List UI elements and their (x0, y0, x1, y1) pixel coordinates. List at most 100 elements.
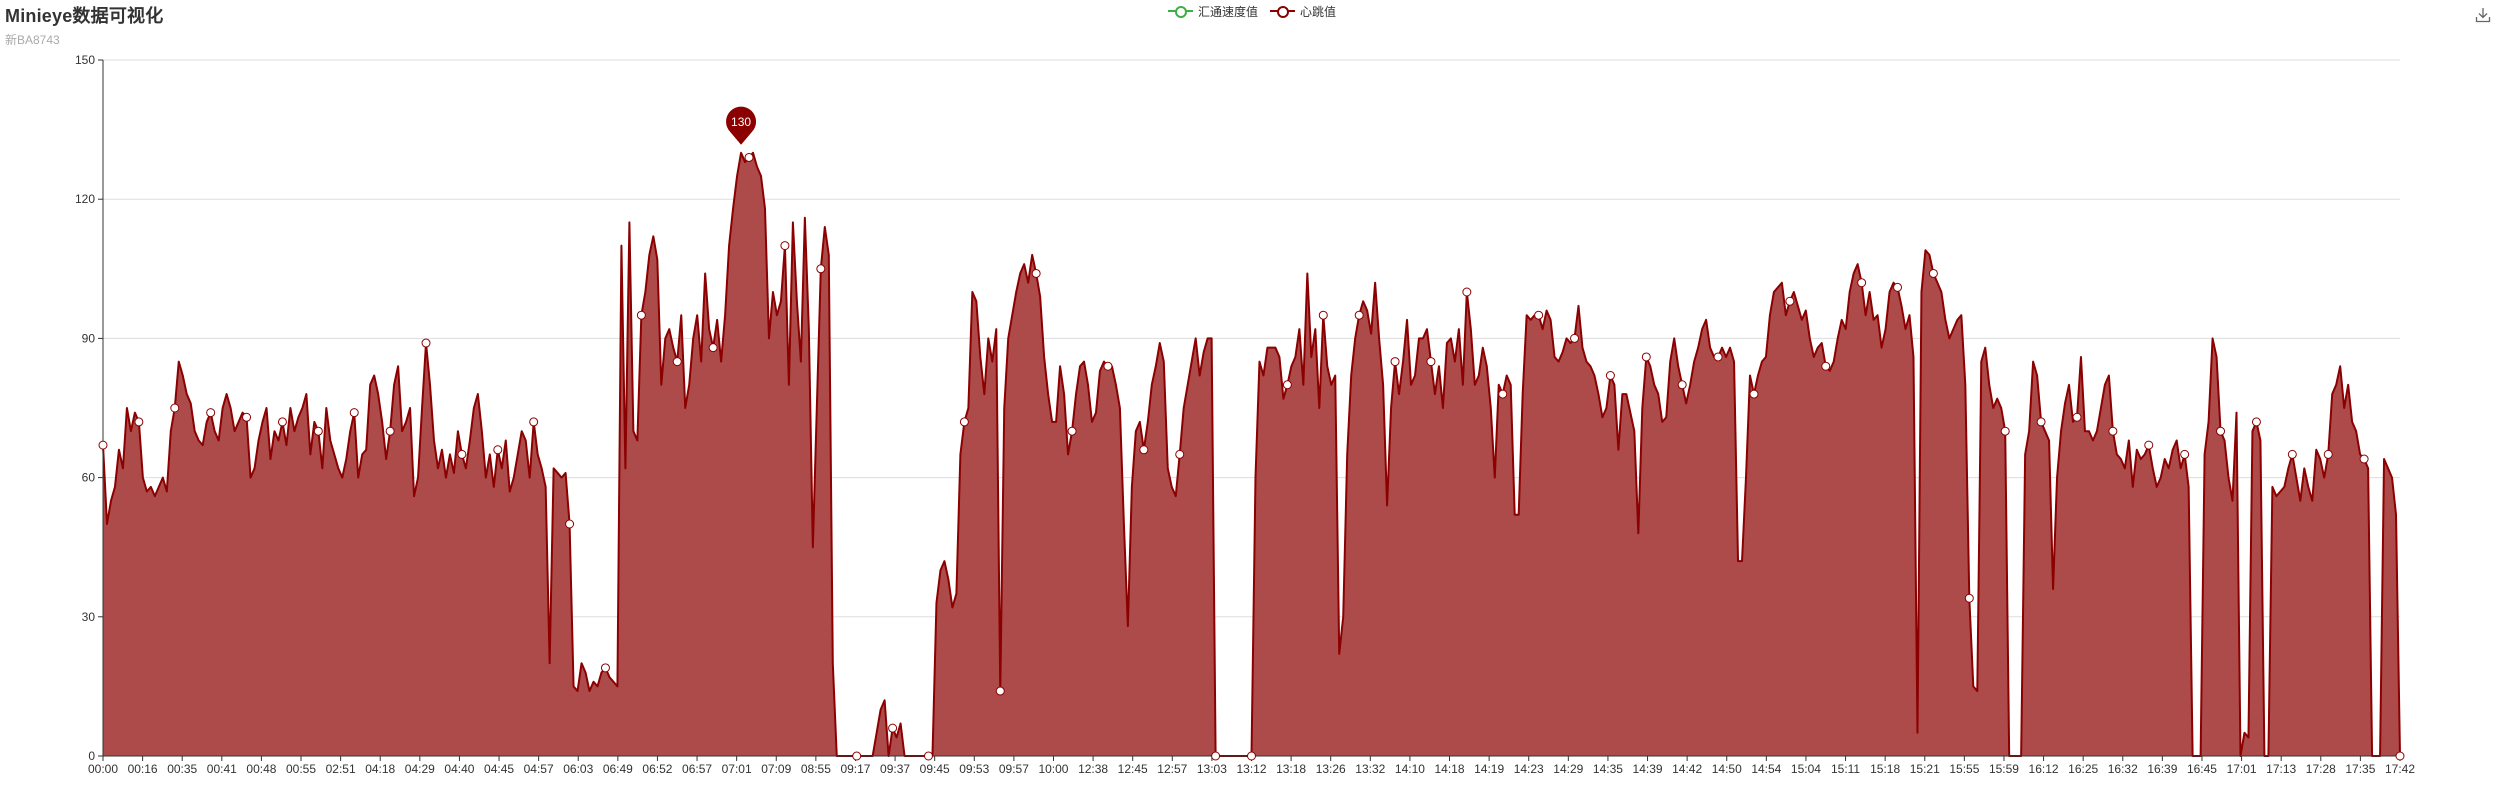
x-tick-label: 09:17 (840, 762, 870, 776)
x-tick-label: 04:45 (484, 762, 514, 776)
data-point (672, 357, 682, 367)
data-point (708, 343, 718, 353)
x-tick-label: 14:10 (1395, 762, 1425, 776)
data-point (744, 152, 754, 162)
x-tick-label: 16:12 (2029, 762, 2059, 776)
x-tick-label: 09:37 (880, 762, 910, 776)
data-point (2000, 426, 2010, 436)
data-point (1175, 449, 1185, 459)
data-point (1964, 593, 1974, 603)
data-point (565, 519, 575, 529)
x-tick-label: 04:18 (365, 762, 395, 776)
data-point (1570, 333, 1580, 343)
x-tick-label: 00:35 (167, 762, 197, 776)
data-point (1390, 357, 1400, 367)
x-tick-label: 12:38 (1078, 762, 1108, 776)
chart-subtitle: 新BA8743 (5, 33, 60, 47)
x-tick-label: 09:45 (920, 762, 950, 776)
x-tick-label: 15:21 (1910, 762, 1940, 776)
x-tick-label: 14:18 (1435, 762, 1465, 776)
x-tick-label: 14:42 (1672, 762, 1702, 776)
data-point (2216, 426, 2226, 436)
y-tick-label: 120 (75, 192, 95, 206)
data-point (1641, 352, 1651, 362)
x-tick-label: 14:19 (1474, 762, 1504, 776)
data-point (2287, 449, 2297, 459)
data-point (1067, 426, 1077, 436)
data-point (2036, 417, 2046, 427)
data-point (852, 751, 862, 761)
data-point (2323, 449, 2333, 459)
data-point (1318, 310, 1328, 320)
data-point (1713, 352, 1723, 362)
legend-item-heart[interactable]: 心跳值 (1270, 3, 1336, 20)
data-point (1893, 282, 1903, 292)
data-point (1426, 357, 1436, 367)
data-point (2108, 426, 2118, 436)
x-tick-label: 00:41 (207, 762, 237, 776)
x-tick-label: 17:42 (2385, 762, 2415, 776)
x-tick-label: 06:52 (642, 762, 672, 776)
x-tick-label: 14:29 (1553, 762, 1583, 776)
x-tick-label: 04:29 (405, 762, 435, 776)
x-tick-label: 00:55 (286, 762, 316, 776)
data-point (493, 445, 503, 455)
data-point (1498, 389, 1508, 399)
data-point (1462, 287, 1472, 297)
x-tick-label: 14:50 (1712, 762, 1742, 776)
data-point (780, 241, 790, 251)
x-tick-label: 12:57 (1157, 762, 1187, 776)
data-point (457, 449, 467, 459)
data-point (98, 440, 108, 450)
x-tick-label: 15:55 (1949, 762, 1979, 776)
y-tick-label: 150 (75, 53, 95, 67)
data-point (206, 408, 216, 418)
x-tick-label: 16:39 (2147, 762, 2177, 776)
y-tick-label: 90 (82, 331, 96, 345)
x-tick-label: 13:32 (1355, 762, 1385, 776)
data-point (816, 264, 826, 274)
legend-label-speed: 汇通速度值 (1198, 4, 1259, 19)
data-point (1534, 310, 1544, 320)
x-tick-label: 17:13 (2266, 762, 2296, 776)
x-tick-label: 14:39 (1633, 762, 1663, 776)
x-tick-label: 06:49 (603, 762, 633, 776)
x-tick-label: 15:18 (1870, 762, 1900, 776)
data-point (2180, 449, 2190, 459)
x-tick-label: 13:03 (1197, 762, 1227, 776)
x-tick-label: 16:25 (2068, 762, 2098, 776)
data-point (1677, 380, 1687, 390)
x-tick-label: 00:00 (88, 762, 118, 776)
x-tick-label: 17:35 (2345, 762, 2375, 776)
y-tick-label: 0 (88, 749, 95, 763)
data-point (1139, 445, 1149, 455)
chart-title: Minieye数据可视化 (5, 6, 164, 26)
legend: 汇通速度值 心跳值 (1168, 2, 1336, 20)
y-tick-label: 60 (82, 471, 96, 485)
x-tick-label: 06:03 (563, 762, 593, 776)
data-point (888, 723, 898, 733)
data-point (1282, 380, 1292, 390)
x-tick-label: 07:01 (722, 762, 752, 776)
x-tick-label: 04:40 (444, 762, 474, 776)
x-tick-label: 06:57 (682, 762, 712, 776)
data-point (134, 417, 144, 427)
data-point (1749, 389, 1759, 399)
data-point (529, 417, 539, 427)
x-tick-label: 15:11 (1831, 762, 1860, 776)
data-point (1103, 361, 1113, 371)
x-tick-label: 13:18 (1276, 762, 1306, 776)
max-marker-pin-icon (726, 106, 757, 145)
data-point (385, 426, 395, 436)
data-point (923, 751, 933, 761)
download-icon[interactable] (2474, 6, 2492, 24)
legend-marker-speed-icon (1168, 4, 1193, 18)
data-point (2251, 417, 2261, 427)
data-point (1785, 296, 1795, 306)
series-area-heart (103, 152, 2400, 757)
legend-item-speed[interactable]: 汇通速度值 (1168, 3, 1258, 20)
data-point (1211, 751, 1221, 761)
y-tick-label: 30 (82, 610, 96, 624)
